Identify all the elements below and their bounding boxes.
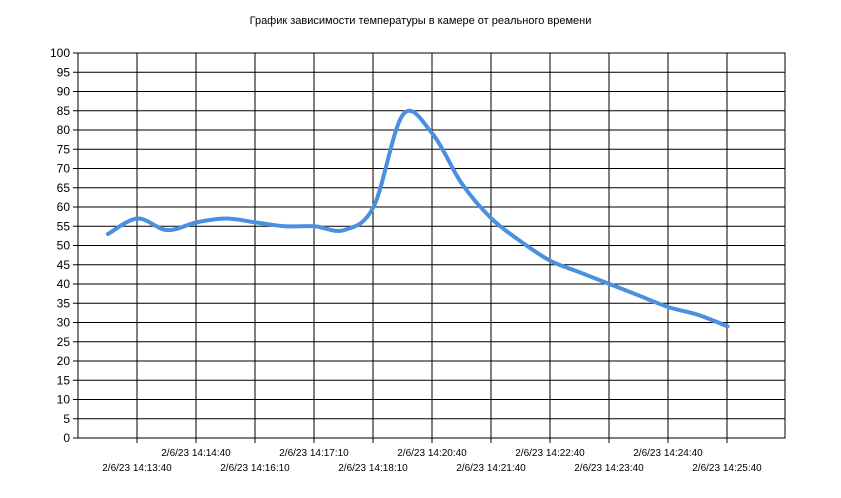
- y-tick-label: 30: [57, 316, 71, 330]
- x-tick-label: 2/6/23 14:23:40: [574, 463, 644, 474]
- y-tick-label: 35: [57, 296, 71, 310]
- series: [106, 108, 730, 329]
- y-tick-label: 5: [63, 412, 70, 426]
- y-tick-label: 65: [57, 181, 71, 195]
- x-tick-label: 2/6/23 14:16:10: [220, 463, 290, 474]
- x-tick-label: 2/6/23 14:24:40: [633, 448, 703, 459]
- y-tick-label: 25: [57, 335, 71, 349]
- y-tick-label: 0: [63, 431, 70, 445]
- x-tick-label: 2/6/23 14:21:40: [456, 463, 526, 474]
- y-tick-label: 55: [57, 219, 71, 233]
- x-tick-label: 2/6/23 14:20:40: [397, 448, 467, 459]
- y-tick-label: 75: [57, 142, 71, 156]
- grid: [78, 52, 785, 439]
- y-tick-label: 40: [57, 277, 71, 291]
- x-axis-ticks: 2/6/23 14:13:40 2/6/23 14:14:40 2/6/23 14:…: [102, 438, 762, 474]
- y-tick-label: 95: [57, 65, 71, 79]
- y-tick-label: 20: [57, 354, 71, 368]
- x-tick-label: 2/6/23 14:18:10: [338, 463, 408, 474]
- y-tick-label: 80: [57, 123, 71, 137]
- y-tick-label: 85: [57, 104, 71, 118]
- chart-title: График зависимости температуры в камере …: [249, 15, 592, 27]
- y-tick-label: 15: [57, 373, 71, 387]
- x-tick-label: 2/6/23 14:14:40: [161, 448, 231, 459]
- x-tick-label: 2/6/23 14:25:40: [692, 463, 762, 474]
- y-tick-label: 70: [57, 162, 71, 176]
- y-tick-label: 100: [50, 46, 70, 60]
- y-tick-label: 45: [57, 258, 71, 272]
- y-tick-label: 50: [57, 239, 71, 253]
- y-axis-ticks: 0 5 10 15 20 25 30 35 40 45 50 55 60 65 70 75 80 85 90 95 10…: [50, 46, 78, 445]
- y-tick-label: 90: [57, 85, 71, 99]
- x-tick-label: 2/6/23 14:17:10: [279, 448, 349, 459]
- y-tick-label: 10: [57, 393, 71, 407]
- x-tick-label: 2/6/23 14:13:40: [102, 463, 172, 474]
- y-tick-label: 60: [57, 200, 71, 214]
- series-line: [106, 108, 730, 329]
- x-tick-label: 2/6/23 14:22:40: [515, 448, 585, 459]
